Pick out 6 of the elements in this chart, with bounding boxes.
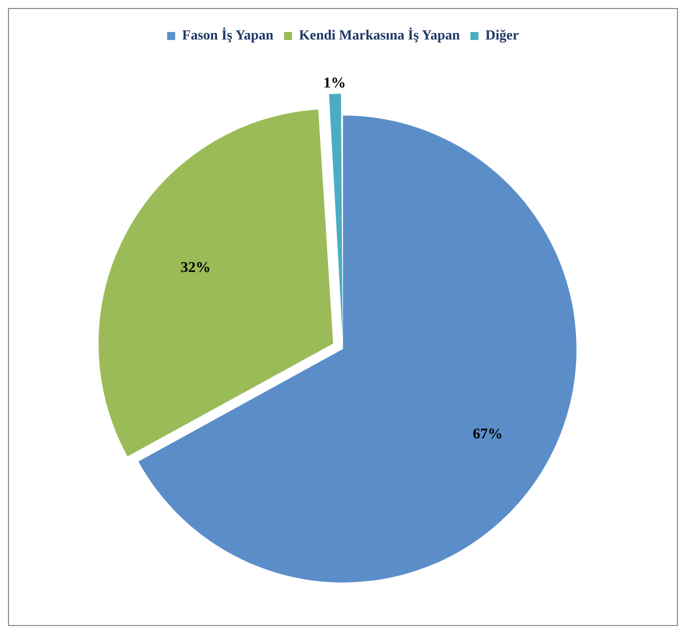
legend-label: Diğer <box>485 28 519 44</box>
legend-label: Kendi Markasına İş Yapan <box>298 28 460 44</box>
data-label: 32% <box>180 260 211 276</box>
legend-label: Fason İş Yapan <box>182 28 274 44</box>
data-label: 67% <box>472 426 503 442</box>
data-label: 1% <box>323 76 346 92</box>
